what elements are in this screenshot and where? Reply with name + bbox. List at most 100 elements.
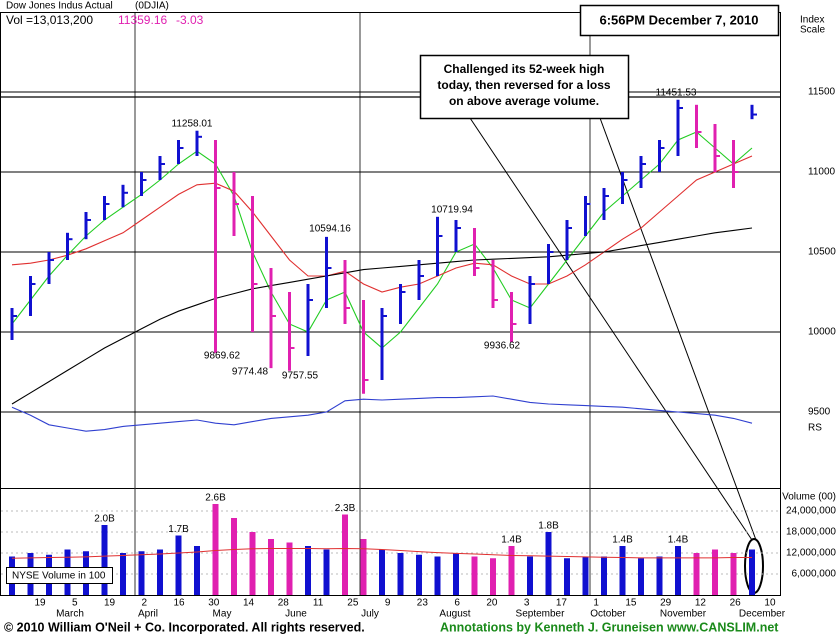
volume-average xyxy=(11,547,752,559)
volume-bar xyxy=(619,546,626,595)
volume-bar xyxy=(212,504,219,595)
volume-bar xyxy=(268,539,274,595)
copyright: © 2010 William O'Neil + Co. Incorporated… xyxy=(4,620,365,634)
price-text: 11359.16 xyxy=(118,13,167,27)
x-tick-label: 25 xyxy=(347,598,359,609)
volume-bar xyxy=(693,553,700,595)
x-tick-label: 1 xyxy=(593,598,599,609)
volume-bar xyxy=(397,553,404,595)
volume-bar xyxy=(342,514,348,595)
y-tick-label: 18,000,000 xyxy=(786,527,836,538)
month-label: September xyxy=(516,609,566,620)
y-tick-label: 11000 xyxy=(808,167,836,178)
volume-label: 1.8B xyxy=(538,521,559,532)
rs-label: RS xyxy=(808,423,822,434)
x-tick-label: 19 xyxy=(34,598,46,609)
x-tick-label: 2 xyxy=(141,598,147,609)
x-tick-label: 23 xyxy=(417,598,429,609)
volume-bar xyxy=(175,535,182,595)
volume-bar xyxy=(101,525,108,595)
price-label: 10719.94 xyxy=(431,205,473,216)
price-label: 10594.16 xyxy=(309,224,351,235)
x-tick-label: 29 xyxy=(660,598,672,609)
volume-bar xyxy=(231,518,237,595)
y-tick-label: 6,000,000 xyxy=(792,569,837,580)
x-tick-label: 26 xyxy=(730,598,742,609)
volume-label: 1.4B xyxy=(668,535,689,546)
month-label: April xyxy=(138,609,158,620)
volume-bar xyxy=(360,539,367,595)
x-tick-label: 16 xyxy=(173,598,185,609)
volume-title: Volume (00) xyxy=(782,492,836,503)
volume-label: 2.6B xyxy=(205,493,226,504)
month-label: June xyxy=(285,609,307,620)
ma-line xyxy=(11,395,753,432)
volume-bar xyxy=(582,556,589,595)
plot: 9500 10000 10500 11000 11500 6,000,000 12,000,… xyxy=(1,87,836,620)
volume-bar xyxy=(194,546,200,595)
x-tick-label: 3 xyxy=(524,598,530,609)
volume-bar xyxy=(749,549,755,595)
y-tick-label: 24,000,000 xyxy=(786,506,836,517)
index-scale: Scale xyxy=(800,25,825,36)
date-box xyxy=(579,4,780,37)
volume-bar xyxy=(305,546,311,595)
volume-bar xyxy=(601,556,607,595)
volume-bar xyxy=(120,553,126,595)
volume-bar xyxy=(286,542,293,595)
ma-line xyxy=(11,227,753,405)
x-tick-label: 11 xyxy=(313,598,324,609)
volume-bar xyxy=(157,549,163,595)
volume-bar xyxy=(527,556,533,595)
x-tick-label: 19 xyxy=(104,598,116,609)
volume-bar xyxy=(730,553,737,595)
volume-label: 1.4B xyxy=(501,535,522,546)
x-tick-label: 10 xyxy=(764,598,776,609)
y-tick-label: 10000 xyxy=(808,327,836,338)
volume-bar xyxy=(508,546,515,595)
x-tick-label: 30 xyxy=(208,598,220,609)
volume-bar xyxy=(638,558,644,595)
pointer-line xyxy=(469,117,753,541)
change-text: -3.03 xyxy=(176,13,204,27)
x-tick-label: 9 xyxy=(385,598,391,609)
x-tick-label: 12 xyxy=(695,598,707,609)
x-tick-label: 17 xyxy=(556,598,568,609)
month-label: December xyxy=(739,609,786,620)
y-tick-label: 10500 xyxy=(808,247,836,258)
y-tick-label: 12,000,000 xyxy=(786,548,836,559)
month-label: August xyxy=(439,609,470,620)
volume-label: 1.7B xyxy=(168,524,189,535)
price-label: 11258.01 xyxy=(172,119,213,130)
month-label: November xyxy=(660,609,707,620)
volume-label: 1.4B xyxy=(612,535,633,546)
month-label: October xyxy=(590,609,626,620)
month-label: July xyxy=(361,609,379,620)
ma-line xyxy=(11,155,753,293)
pointer-line xyxy=(599,117,757,541)
volume-text: Vol =13,013,200 xyxy=(6,13,93,27)
index-scale: Index xyxy=(800,15,824,26)
credits: Annotations by Kenneth J. Gruneisen www.… xyxy=(440,620,779,634)
volume-bar xyxy=(434,556,441,595)
volume-bar xyxy=(564,558,570,595)
volume-legend-text: NYSE Volume in 100 xyxy=(12,571,106,582)
price-label: 9936.62 xyxy=(484,341,521,352)
x-tick-label: 15 xyxy=(625,598,637,609)
x-tick-label: 28 xyxy=(278,598,290,609)
annotation-text: on above average volume. xyxy=(449,94,599,108)
volume-label: 2.3B xyxy=(335,503,356,514)
index-name: Dow Jones Indus Actual xyxy=(6,1,113,12)
x-tick-label: 14 xyxy=(243,598,255,609)
volume-legend xyxy=(6,567,113,584)
volume-bar xyxy=(379,549,385,595)
price-label: 9869.62 xyxy=(204,351,241,362)
date-text: 6:56PM December 7, 2010 xyxy=(600,12,759,27)
month-label: May xyxy=(213,609,232,620)
index-symbol: (0DJIA) xyxy=(135,1,169,12)
month-label: March xyxy=(56,609,84,620)
volume-bar xyxy=(453,553,459,595)
y-tick-label: 11500 xyxy=(808,87,836,98)
annotation-text: Challenged its 52-week high xyxy=(444,62,605,76)
